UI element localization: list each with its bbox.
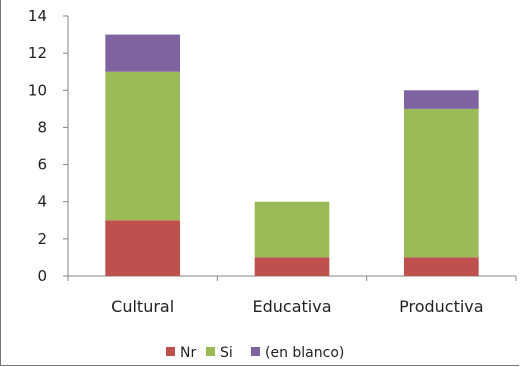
legend: Nr Si (en blanco) (166, 345, 344, 361)
y-tick-label: 4 (37, 193, 47, 211)
legend-swatch (166, 347, 175, 356)
y-tick-label: 8 (37, 118, 47, 136)
bar-segment-nr (105, 220, 180, 276)
bar-segment-nr (254, 257, 330, 276)
bar-segment-en-blanco (404, 90, 479, 109)
y-axis: 0 2 4 6 8 10 12 14 (28, 7, 69, 285)
y-tick-label: 10 (28, 81, 47, 99)
y-tick-label: 0 (37, 267, 47, 285)
y-tick-label: 12 (28, 44, 47, 62)
bar-segment-nr (404, 257, 479, 276)
x-category-label: Cultural (111, 297, 174, 316)
y-tick-label: 14 (28, 7, 47, 25)
legend-label: Si (220, 345, 233, 361)
y-tick-label: 2 (37, 230, 47, 248)
bar-segment-si (105, 71, 180, 221)
legend-label: (en blanco) (265, 345, 344, 361)
x-category-label: Productiva (399, 297, 483, 316)
legend-label: Nr (180, 345, 196, 361)
x-axis: Cultural Educativa Productiva (67, 275, 517, 316)
x-category-label: Educativa (253, 297, 332, 316)
legend-swatch (206, 347, 215, 356)
bars (105, 34, 479, 276)
y-tick-label: 6 (37, 156, 47, 174)
bar-segment-si (254, 201, 330, 258)
bar-segment-si (404, 108, 479, 258)
bar-segment-en-blanco (105, 34, 180, 72)
legend-swatch (251, 347, 260, 356)
